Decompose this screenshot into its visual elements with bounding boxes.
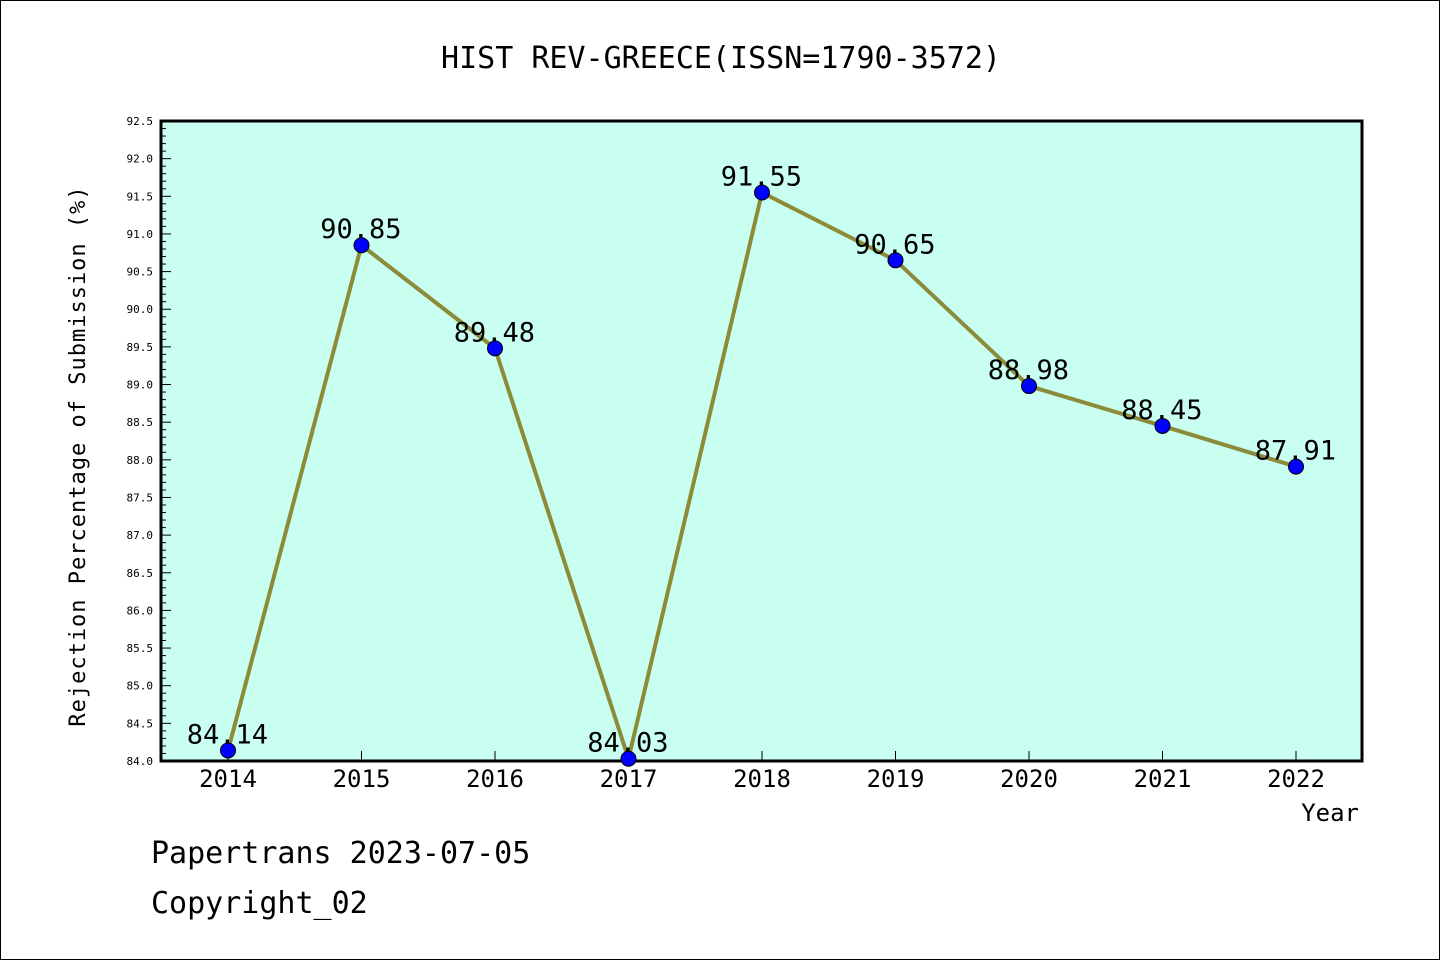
y-tick-label: 88.0 <box>127 454 154 467</box>
data-label-2018: 91.55 <box>721 162 802 193</box>
y-tick-label: 85.0 <box>127 680 154 693</box>
y-tick-label: 84.5 <box>127 717 154 730</box>
x-tick-label: 2017 <box>600 765 658 793</box>
y-tick-label: 87.5 <box>127 491 154 504</box>
data-point-2017 <box>620 750 637 767</box>
data-label-2019: 90.65 <box>854 229 935 260</box>
y-tick-label: 91.0 <box>127 228 154 241</box>
data-point-2019 <box>887 252 904 269</box>
plot-area <box>159 119 1364 763</box>
x-tick-label: 2020 <box>1000 765 1058 793</box>
y-tick-label: 84.0 <box>127 755 154 768</box>
x-tick-label: 2014 <box>199 765 257 793</box>
footer-copyright: Copyright_02 <box>151 886 368 921</box>
data-point-2021 <box>1154 417 1171 434</box>
y-tick-label: 90.0 <box>127 303 154 316</box>
y-axis-ticks: 84.0 84.5 85.0 85.5 86.0 86.5 87.0 87.5 88.0 88.5… <box>127 115 171 768</box>
y-tick-label: 89.0 <box>127 379 154 392</box>
y-tick-label: 86.0 <box>127 604 154 617</box>
x-tick-label: 2019 <box>867 765 925 793</box>
y-tick-label: 87.0 <box>127 529 154 542</box>
data-point-2015 <box>353 237 370 254</box>
y-tick-label: 85.5 <box>127 642 154 655</box>
data-label-2016: 89.48 <box>454 317 535 348</box>
x-axis-label: Year <box>1301 799 1359 827</box>
y-tick-label: 91.5 <box>127 190 154 203</box>
x-tick-label: 2018 <box>733 765 791 793</box>
data-label-2014: 84.14 <box>187 719 268 750</box>
data-label-2022: 87.91 <box>1255 436 1336 467</box>
data-point-2016 <box>487 340 503 357</box>
y-tick-label: 89.5 <box>127 341 154 354</box>
data-point-2020 <box>1021 378 1037 395</box>
data-point-2014 <box>220 742 236 759</box>
y-tick-label: 92.5 <box>127 115 154 128</box>
x-tick-label: 2016 <box>466 765 524 793</box>
x-tick-label: 2021 <box>1134 765 1192 793</box>
data-label-2015: 90.85 <box>320 214 401 245</box>
chart-title: HIST REV-GREECE(ISSN=1790-3572) <box>441 41 1001 76</box>
series-line <box>220 184 1304 767</box>
y-axis-label: Rejection Percentage of Submission (%) <box>66 185 91 726</box>
footer-date: Papertrans 2023-07-05 <box>151 836 531 871</box>
x-axis-ticks: 2014 2015 2016 2017 2018 2019 2020 2021 2022 <box>199 751 1325 793</box>
data-point-2018 <box>754 184 770 201</box>
x-tick-label: 2022 <box>1267 765 1325 793</box>
data-labels: 84.14 90.85 89.48 84.03 91.55 90.65 88.98 88.45… <box>187 162 1336 759</box>
data-label-2017: 84.03 <box>587 728 668 759</box>
y-tick-label: 88.5 <box>127 416 154 429</box>
y-tick-label: 92.0 <box>127 153 154 166</box>
x-tick-label: 2015 <box>333 765 391 793</box>
y-tick-label: 90.5 <box>127 266 154 279</box>
data-label-2021: 88.45 <box>1121 395 1202 426</box>
data-label-2020: 88.98 <box>988 355 1069 386</box>
y-tick-label: 86.5 <box>127 567 154 580</box>
data-point-2022 <box>1288 458 1304 475</box>
